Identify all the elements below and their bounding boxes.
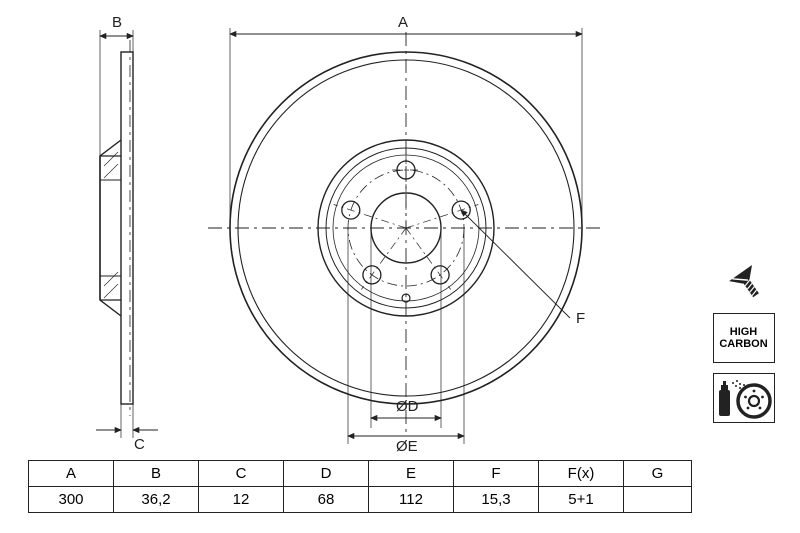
screw-icon [714, 253, 774, 303]
dim-d-label: ØD [396, 398, 419, 415]
coated-disc-icon [713, 373, 775, 423]
icon-column: HIGH CARBON [711, 253, 776, 423]
col-value: 112 [369, 487, 454, 513]
col-header: G [624, 461, 692, 487]
col-header: B [114, 461, 199, 487]
dim-f-label: F [576, 310, 585, 327]
dim-e-label: ØE [396, 438, 418, 455]
col-value: 300 [29, 487, 114, 513]
col-value: 15,3 [454, 487, 539, 513]
high-carbon-line1: HIGH [730, 326, 758, 338]
col-header: F(x) [539, 461, 624, 487]
col-header: A [29, 461, 114, 487]
dim-b-label: B [112, 14, 122, 31]
col-value: 36,2 [114, 487, 199, 513]
col-value: 12 [199, 487, 284, 513]
front-view [208, 28, 604, 444]
spec-table: ABCDEFF(x)G 30036,2126811215,35+1 [28, 460, 692, 513]
col-header: F [454, 461, 539, 487]
side-view [96, 30, 158, 438]
col-value: 5+1 [539, 487, 624, 513]
col-value [624, 487, 692, 513]
col-header: C [199, 461, 284, 487]
col-header: E [369, 461, 454, 487]
high-carbon-badge: HIGH CARBON [713, 313, 775, 363]
dim-c-label: C [134, 436, 145, 453]
high-carbon-line2: CARBON [719, 338, 767, 350]
col-value: 68 [284, 487, 369, 513]
col-header: D [284, 461, 369, 487]
dim-a-label: A [398, 14, 408, 31]
